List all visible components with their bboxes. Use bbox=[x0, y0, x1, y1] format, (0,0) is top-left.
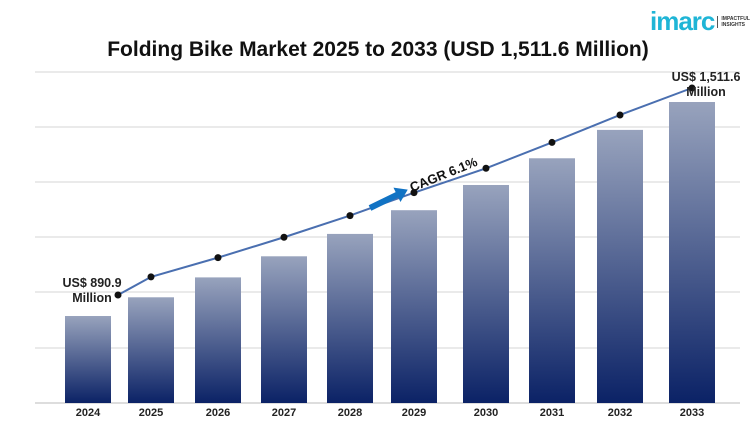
x-tick-label: 2033 bbox=[680, 407, 704, 419]
start-value-label: Million bbox=[72, 291, 112, 305]
bar-2029 bbox=[391, 210, 437, 403]
bar-2027 bbox=[261, 256, 307, 403]
bar-2025 bbox=[128, 297, 174, 403]
logo-brand: imarc bbox=[650, 6, 715, 36]
trend-point-2032 bbox=[616, 111, 624, 119]
x-tick-label: 2026 bbox=[206, 407, 230, 419]
bar-2024 bbox=[65, 316, 111, 403]
trend-point-2029 bbox=[410, 189, 418, 197]
trend-point-2024 bbox=[114, 291, 122, 299]
chart-title: Folding Bike Market 2025 to 2033 (USD 1,… bbox=[107, 38, 649, 61]
bar-2028 bbox=[327, 233, 373, 403]
trend-point-2031 bbox=[548, 138, 556, 146]
cagr-arrow-icon bbox=[368, 187, 408, 211]
bar-2030 bbox=[463, 184, 509, 403]
start-value-label: US$ 890.9 bbox=[62, 276, 121, 290]
imarc-logo: imarc IMPACTFUL INSIGHTS bbox=[650, 6, 755, 37]
trend-point-2025 bbox=[147, 273, 155, 281]
end-value-label: US$ 1,511.6 bbox=[672, 70, 741, 84]
bar-2026 bbox=[195, 277, 241, 403]
x-tick-label: 2024 bbox=[76, 407, 101, 419]
trend-point-2026 bbox=[214, 254, 222, 262]
x-tick-label: 2027 bbox=[272, 407, 296, 419]
x-tick-label: 2025 bbox=[139, 407, 163, 419]
x-tick-label: 2028 bbox=[338, 407, 362, 419]
trend-point-2033 bbox=[688, 84, 696, 92]
bar-2031 bbox=[529, 158, 575, 403]
bar-2033 bbox=[669, 102, 715, 403]
logo-tagline: IMPACTFUL INSIGHTS bbox=[717, 15, 755, 28]
bar-2032 bbox=[597, 129, 643, 403]
trend-point-2027 bbox=[280, 233, 288, 241]
arrow-shape bbox=[368, 187, 408, 211]
end-value-label: Million bbox=[686, 85, 726, 99]
x-tick-label: 2030 bbox=[474, 407, 498, 419]
x-tick-label: 2029 bbox=[402, 407, 426, 419]
x-tick-label: 2032 bbox=[608, 407, 632, 419]
trend-point-2030 bbox=[482, 164, 490, 172]
trend-point-2028 bbox=[346, 212, 354, 220]
x-tick-label: 2031 bbox=[540, 407, 564, 419]
